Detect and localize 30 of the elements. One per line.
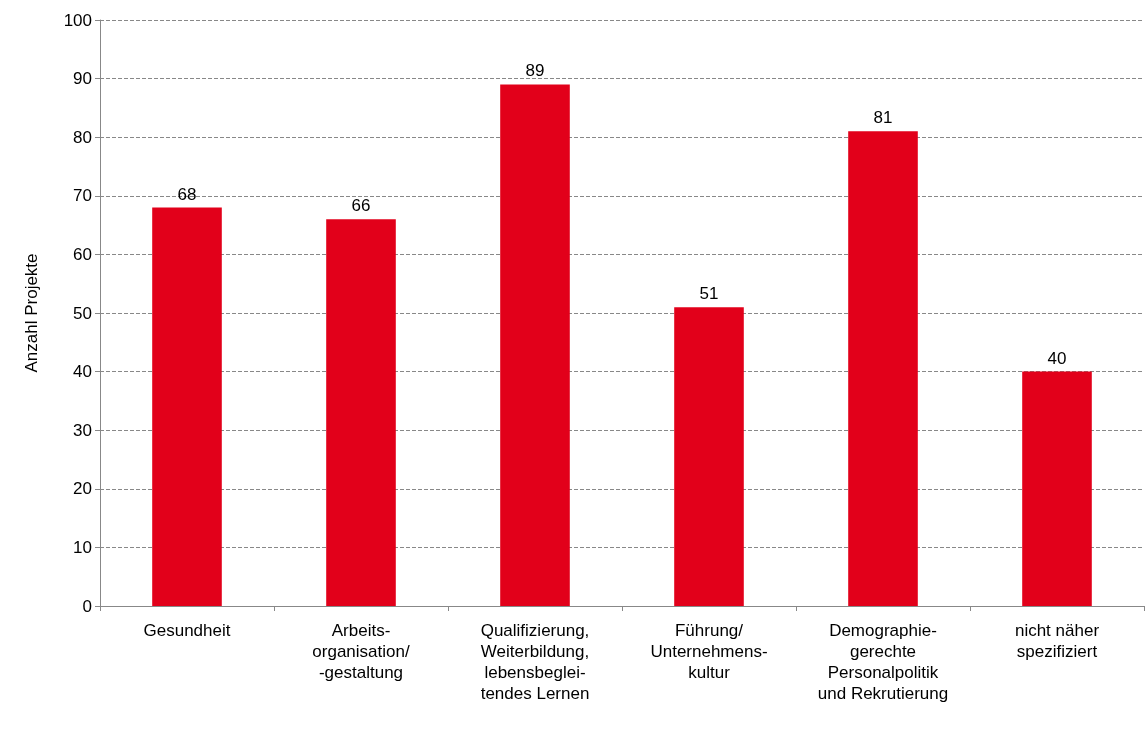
data-label: 89 — [525, 61, 545, 81]
data-label: 66 — [351, 196, 371, 216]
data-label: 51 — [699, 284, 719, 304]
x-tick-label: Führung/ Unternehmens- kultur — [650, 621, 768, 682]
bar — [326, 219, 396, 606]
y-tick-label: 30 — [73, 420, 92, 440]
x-tick-label: Demographie- gerechte Personalpolitik und Rekrutierung — [817, 621, 949, 703]
x-tick-label: Qualifizierung, Weiterbildung, lebensbeglei- tendes Lernen — [480, 621, 590, 703]
x-tick-label: Gesundheit — [143, 621, 231, 640]
y-tick-label: 60 — [73, 244, 92, 264]
data-label: 81 — [873, 108, 893, 128]
bar — [1022, 371, 1092, 606]
bar — [848, 131, 918, 606]
data-label: 68 — [177, 184, 197, 204]
y-tick-label: 50 — [73, 303, 92, 323]
y-tick-label: 70 — [73, 186, 92, 206]
y-tick-label: 80 — [73, 127, 92, 147]
data-label: 40 — [1047, 348, 1067, 368]
y-tick-label: 20 — [73, 479, 92, 499]
x-tick-label: Arbeits- organisation/ -gestaltung — [312, 621, 410, 682]
y-tick-label: 90 — [73, 69, 92, 89]
bar — [152, 207, 222, 606]
x-tick-label: nicht näher spezifiziert — [1014, 621, 1100, 661]
bar — [500, 84, 570, 606]
bar — [674, 307, 744, 606]
y-tick-label: 40 — [73, 362, 92, 382]
y-tick-label: 100 — [63, 10, 92, 30]
y-tick-label: 0 — [82, 596, 92, 616]
y-tick-label: 10 — [73, 537, 92, 557]
y-axis-title: Anzahl Projekte — [22, 253, 41, 373]
